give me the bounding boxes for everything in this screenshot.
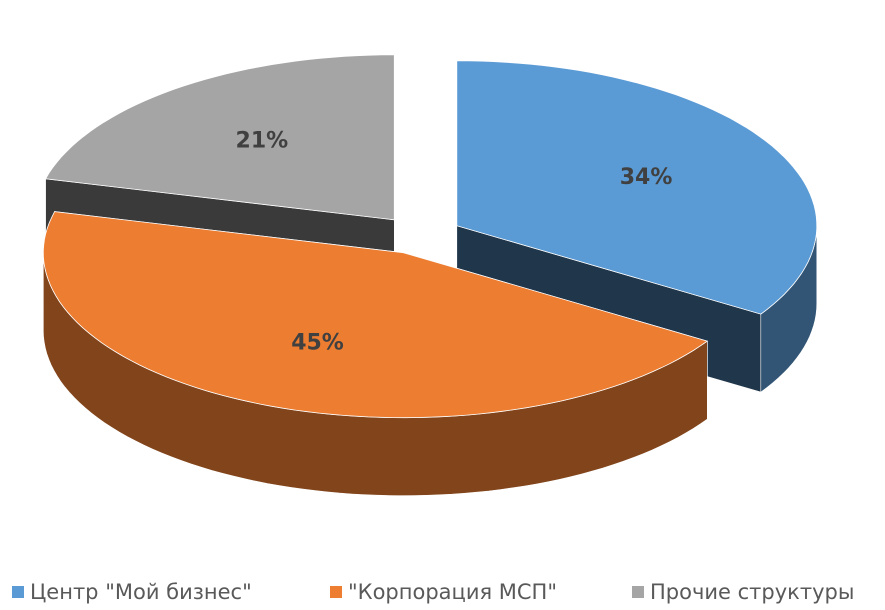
legend-item: "Корпорация МСП" (330, 580, 557, 604)
legend-swatch (12, 586, 24, 598)
legend-label: Центр "Мой бизнес" (30, 580, 252, 604)
data-label: 45% (291, 331, 344, 356)
slice (44, 54, 395, 221)
slice (42, 211, 709, 419)
legend-swatch (632, 586, 644, 598)
legend-item: Прочие структуры (632, 580, 854, 604)
legend-label: Прочие структуры (650, 580, 854, 604)
slice (456, 60, 818, 315)
legend-swatch (330, 586, 342, 598)
legend-label: "Корпорация МСП" (348, 580, 557, 604)
data-label: 34% (620, 165, 673, 190)
legend-item: Центр "Мой бизнес" (12, 580, 252, 604)
data-label: 21% (236, 129, 289, 154)
